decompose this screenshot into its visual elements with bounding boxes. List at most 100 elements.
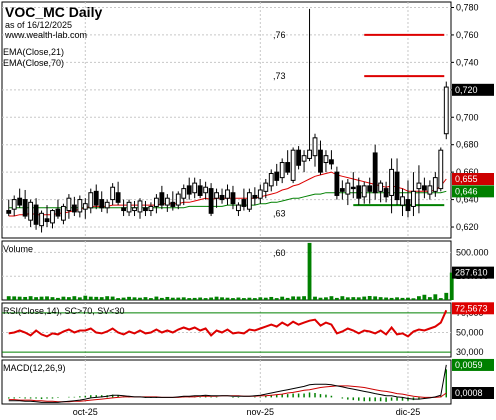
volume-bar <box>324 297 328 300</box>
candle-body <box>312 137 318 157</box>
price-value-tag-bg <box>452 185 494 198</box>
volume-bar <box>149 298 153 300</box>
volume-bar <box>340 296 345 300</box>
candle-body <box>93 190 99 206</box>
candle-body <box>246 192 252 210</box>
volume-bar <box>411 298 416 300</box>
volume-bar <box>438 298 443 300</box>
candle-body <box>443 86 449 135</box>
x-tick-label: oct-25 <box>73 407 98 417</box>
candle-body <box>50 210 55 224</box>
price-value-tag: 0,720 <box>455 85 478 95</box>
volume-bar <box>247 297 252 300</box>
volume-bar <box>307 242 312 300</box>
volume-bar <box>127 296 131 300</box>
volume-bar <box>280 296 285 300</box>
candle-body <box>115 192 121 203</box>
volume-bar <box>417 296 421 300</box>
volume-bar <box>61 296 66 300</box>
candle-body <box>214 192 219 199</box>
volume-bar <box>77 297 82 300</box>
candle-body <box>367 185 373 192</box>
candle-body <box>339 188 345 192</box>
rsi-tick-label: 50,000 <box>456 327 484 337</box>
volume-bar <box>252 298 257 300</box>
volume-bar <box>83 295 88 300</box>
volume-bar <box>170 297 175 300</box>
volume-bar <box>422 294 427 300</box>
volume-bar <box>395 297 399 300</box>
volume-bar <box>367 296 372 300</box>
volume-bar <box>187 298 192 300</box>
price-tick-label: 0,660 <box>456 167 479 177</box>
volume-bar <box>99 297 104 300</box>
volume-bar <box>356 297 361 300</box>
candle-body <box>219 194 225 201</box>
volume-bar <box>302 296 306 300</box>
price-tick-label: 0,640 <box>456 195 479 205</box>
candle-body <box>159 192 165 206</box>
candle-body <box>405 199 411 212</box>
price-tick-label: 0,740 <box>456 57 479 67</box>
volume-bar <box>154 296 159 300</box>
candle-body <box>44 218 50 223</box>
panel-frame-rsi <box>1 302 452 358</box>
volume-bar <box>400 297 405 300</box>
candle-body <box>181 188 187 199</box>
price-tick-label: 0,680 <box>456 140 479 150</box>
candle-body <box>192 182 198 194</box>
volume-bar <box>263 297 268 300</box>
volume-bar <box>318 297 323 300</box>
chart-title: VOC_MC Daily <box>5 4 102 20</box>
volume-bar <box>236 297 241 300</box>
chart-subtitle: as of 16/12/2025 <box>5 20 72 30</box>
macd-value-tag-bg <box>452 387 494 399</box>
candle-body <box>307 149 312 159</box>
volume-bar <box>406 297 410 300</box>
volume-bar <box>274 298 279 300</box>
volume-bar <box>285 297 290 300</box>
candle-body <box>378 182 384 192</box>
candle-body <box>197 185 203 196</box>
macd-value-tag-bg <box>452 358 494 371</box>
volume-bar <box>384 297 389 300</box>
candle-body <box>77 199 83 213</box>
volume-bar <box>214 296 219 300</box>
x-tick-label: dic-25 <box>396 407 421 417</box>
volume-bar <box>159 297 164 300</box>
candle-body <box>225 189 230 199</box>
legend-ema21: EMA(Close,21) <box>3 47 64 57</box>
volume-bar <box>296 296 301 300</box>
candle-body <box>252 194 258 199</box>
candle-body <box>421 185 427 191</box>
volume-bar <box>50 297 55 300</box>
volume-bar <box>28 296 33 300</box>
volume-bar <box>231 298 235 300</box>
candle-body <box>372 152 378 194</box>
volume-bar <box>220 297 224 300</box>
price-annotation: ,60 <box>273 248 286 258</box>
price-annotation: ,73 <box>273 71 286 81</box>
candle-body <box>39 212 44 227</box>
volume-bar <box>427 297 432 300</box>
price-value-tag-bg <box>452 83 494 96</box>
candle-body <box>230 192 236 205</box>
candle-body <box>241 199 247 207</box>
candle-body <box>350 186 356 190</box>
candle-body <box>383 188 389 198</box>
price-tick-label: 0,760 <box>456 30 479 40</box>
macd-label: MACD(12,26,9) <box>3 363 66 373</box>
candle-body <box>104 201 110 209</box>
volume-bar <box>121 297 126 300</box>
volume-bar <box>198 297 203 300</box>
volume-bar <box>12 296 17 300</box>
volume-bar <box>203 298 208 300</box>
volume-bar <box>39 296 44 300</box>
volume-bar <box>444 292 449 300</box>
price-value-tag: 0,655 <box>455 174 478 184</box>
panel-frame-macd <box>1 359 452 405</box>
vol-value-tag-bg <box>452 266 494 279</box>
volume-bar <box>34 297 38 300</box>
candle-body <box>175 193 181 206</box>
